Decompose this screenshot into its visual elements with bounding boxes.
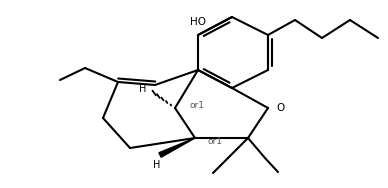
Text: HO: HO <box>190 17 206 27</box>
Polygon shape <box>159 138 195 157</box>
Text: H: H <box>153 160 161 170</box>
Text: O: O <box>276 103 284 113</box>
Text: or1: or1 <box>208 136 223 146</box>
Text: or1: or1 <box>190 102 205 111</box>
Text: H: H <box>139 84 147 94</box>
